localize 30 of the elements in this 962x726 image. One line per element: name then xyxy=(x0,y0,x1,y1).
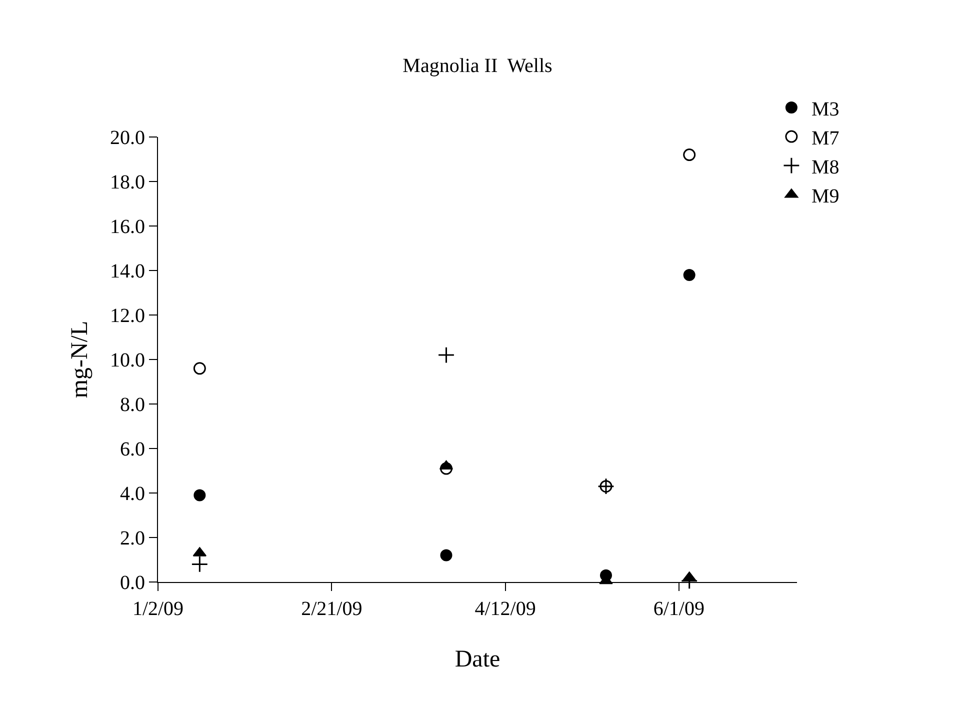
y-tick-label: 12.0 xyxy=(110,305,145,327)
x-axis-title: Date xyxy=(454,646,500,672)
point xyxy=(191,556,208,573)
legend-label: M7 xyxy=(811,127,840,150)
y-tick-label: 8.0 xyxy=(120,394,145,416)
y-tick-label: 2.0 xyxy=(120,528,145,550)
point xyxy=(440,549,452,562)
chart-title: Magnolia II Wells xyxy=(402,55,553,78)
point xyxy=(193,362,206,375)
point xyxy=(440,462,452,475)
y-tick-label: 16.0 xyxy=(110,216,145,238)
y-tick-label: 14.0 xyxy=(110,260,145,282)
point xyxy=(683,268,696,281)
y-tick-label: 0.0 xyxy=(120,572,145,594)
y-tick-label: 6.0 xyxy=(120,438,145,460)
y-tick-label: 4.0 xyxy=(120,483,145,505)
x-tick-label: 1/2/09 xyxy=(132,598,184,620)
legend-label: M8 xyxy=(811,156,840,178)
legend-label: M9 xyxy=(811,185,840,208)
y-tick-label: 10.0 xyxy=(110,350,145,372)
point xyxy=(194,489,206,502)
point xyxy=(683,148,696,162)
y-tick-label: 18.0 xyxy=(110,172,145,194)
x-tick-label: 2/21/09 xyxy=(301,598,362,620)
legend-label: M3 xyxy=(811,98,840,120)
y-axis-title: mg-N/L xyxy=(67,320,94,398)
point xyxy=(438,346,455,364)
x-tick-label: 4/12/09 xyxy=(474,598,536,620)
x-tick-label: 6/1/09 xyxy=(653,598,704,620)
y-tick-label: 20.0 xyxy=(110,127,145,149)
